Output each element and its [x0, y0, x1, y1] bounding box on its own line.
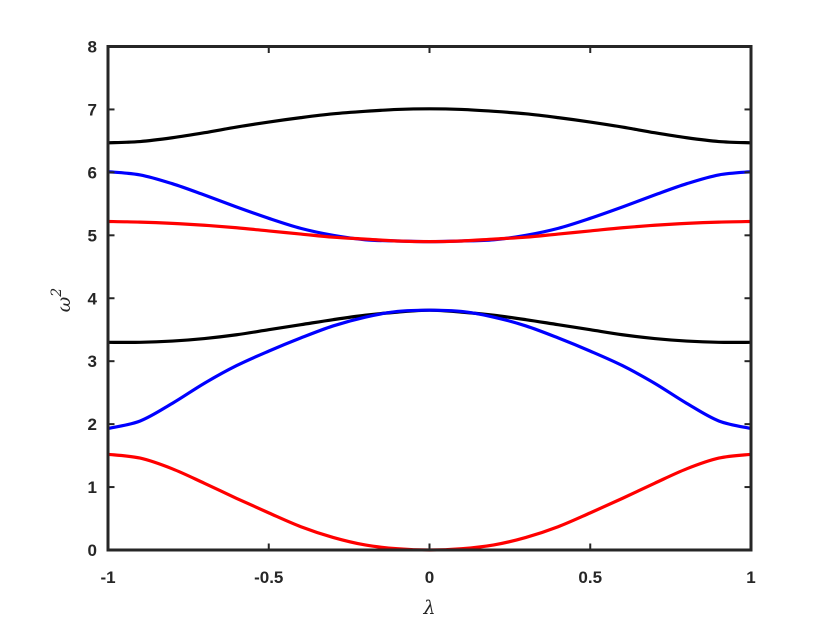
y-tick-label-1: 1: [88, 478, 97, 497]
series-line-5: [107, 308, 752, 431]
y-axis-label-exponent: 2: [49, 288, 65, 298]
ticks-layer: -1 -0.5 0 0.5 1 0 1 2 3 4 5 6 7 8: [88, 38, 756, 588]
x-tick-label-2: 0: [425, 568, 434, 587]
y-tick-label-2: 2: [88, 415, 97, 434]
y-tick-label-0: 0: [88, 541, 97, 560]
y-tick-label-5: 5: [88, 226, 97, 245]
series-line-3: [107, 219, 752, 244]
series-line-1: [107, 107, 752, 145]
series-layer: [107, 107, 752, 552]
y-axis-label: ω2: [49, 288, 75, 313]
y-tick-label-3: 3: [88, 352, 97, 371]
x-tick-label-1: -0.5: [254, 568, 283, 587]
plot-frame: [106, 45, 753, 552]
x-axis-label: λ: [422, 597, 435, 619]
y-tick-label-8: 8: [88, 38, 97, 57]
svg-text:ω2: ω2: [49, 288, 75, 313]
y-tick-label-6: 6: [88, 163, 97, 182]
x-tick-label-0: -1: [100, 568, 115, 587]
series-line-6: [107, 452, 752, 552]
y-axis-label-base: ω: [53, 297, 75, 313]
series-line-2: [107, 170, 752, 244]
x-tick-label-3: 0.5: [578, 568, 602, 587]
series-line-4: [107, 308, 752, 345]
y-tick-label-4: 4: [88, 289, 98, 308]
y-tick-label-7: 7: [88, 100, 97, 119]
x-tick-label-4: 1: [746, 568, 755, 587]
